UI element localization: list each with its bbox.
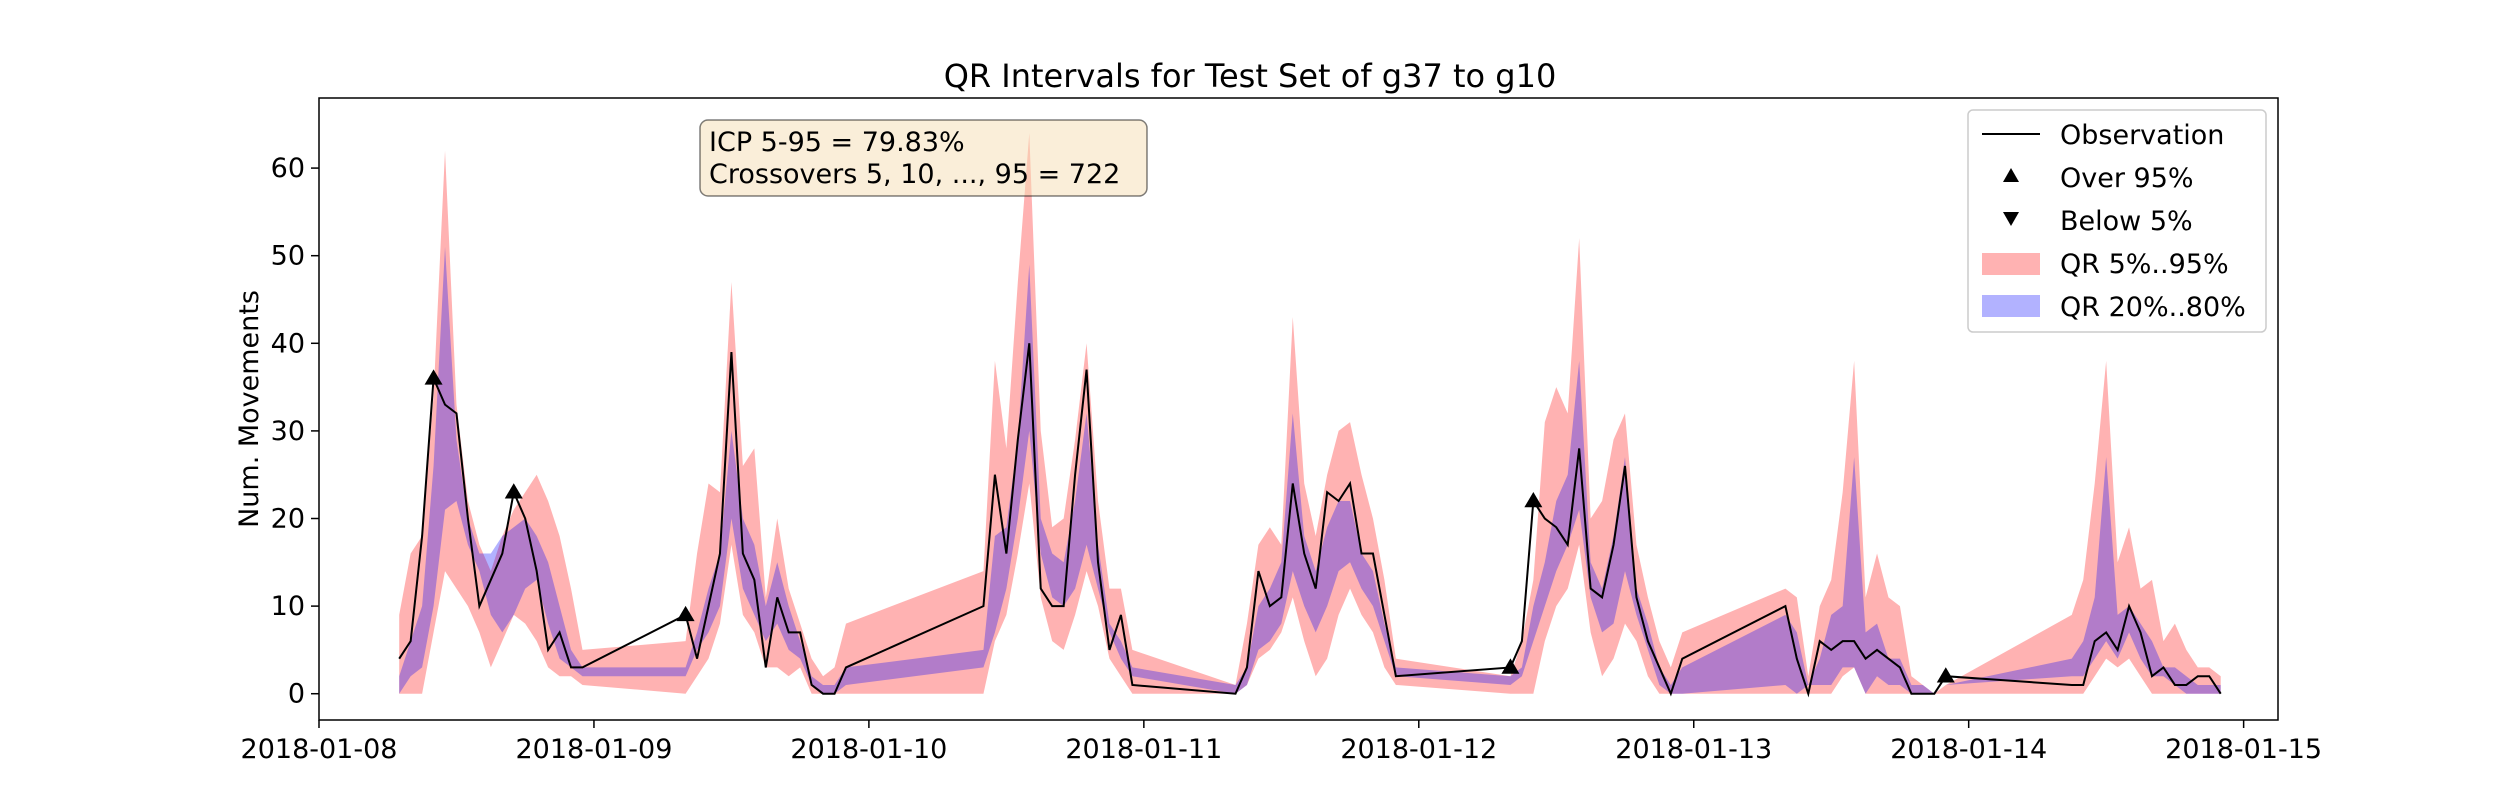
legend-qr90-swatch xyxy=(1982,253,2040,275)
over-95-marker xyxy=(1936,667,1955,683)
x-tick-label: 2018-01-15 xyxy=(2165,734,2322,765)
legend-below-label: Below 5% xyxy=(2060,206,2193,237)
over-95-marker xyxy=(1524,491,1543,508)
metrics-annotation: ICP 5-95 = 79.83% Crossovers 5, 10, ...,… xyxy=(699,119,1148,197)
x-tick-label: 2018-01-12 xyxy=(1340,734,1497,765)
x-tick-label: 2018-01-13 xyxy=(1615,734,1772,765)
legend-below-icon xyxy=(2003,212,2019,226)
x-tick-label: 2018-01-14 xyxy=(1890,734,2047,765)
plot-frame xyxy=(318,97,2279,721)
y-tick-label: 50 xyxy=(271,241,305,272)
y-axis: 0 10 20 30 40 50 60 xyxy=(271,153,319,710)
y-tick-label: 20 xyxy=(271,504,305,535)
y-tick-label: 10 xyxy=(271,591,305,622)
observation-series xyxy=(398,343,2222,698)
qr-20-80-band xyxy=(399,246,2221,694)
y-tick-label: 30 xyxy=(271,416,305,447)
legend-over-label: Over 95% xyxy=(2060,163,2194,194)
qr-5-95-band xyxy=(399,133,2221,694)
exceedance-markers xyxy=(424,369,1955,683)
legend-qr60-label: QR 20%..80% xyxy=(2060,292,2246,323)
annotation-icp: ICP 5-95 = 79.83% xyxy=(709,127,965,158)
y-tick-label: 40 xyxy=(271,328,305,359)
x-tick-label: 2018-01-10 xyxy=(790,734,947,765)
y-tick-label: 60 xyxy=(271,153,305,184)
legend-frame xyxy=(1967,109,2267,333)
legend-qr90-label: QR 5%..95% xyxy=(2060,249,2229,280)
legend-qr60-swatch xyxy=(1982,295,2040,317)
annotation-crossovers: Crossovers 5, 10, ..., 95 = 722 xyxy=(709,159,1120,190)
over-95-marker xyxy=(676,605,695,622)
over-95-marker xyxy=(504,483,523,499)
x-tick-label: 2018-01-11 xyxy=(1065,734,1222,765)
annotation-box xyxy=(699,119,1148,197)
legend: Observation Over 95% Below 5% QR 5%..95%… xyxy=(1967,109,2267,333)
observation-line xyxy=(398,343,2222,698)
over-95-marker xyxy=(424,369,443,385)
quantile-bands xyxy=(399,133,2221,694)
y-axis-label: Num. Movements xyxy=(234,290,265,528)
over-95-marker xyxy=(1501,658,1520,674)
legend-over-icon xyxy=(2003,168,2019,182)
x-tick-label: 2018-01-08 xyxy=(241,734,398,765)
y-tick-label: 0 xyxy=(288,679,305,710)
legend-observation-label: Observation xyxy=(2060,120,2224,151)
x-axis: 2018-01-08 2018-01-09 2018-01-10 2018-01-11… xyxy=(241,720,2322,765)
x-tick-label: 2018-01-09 xyxy=(515,734,672,765)
chart-title: QR Intervals for Test Set of g37 to g10 xyxy=(944,57,1557,95)
